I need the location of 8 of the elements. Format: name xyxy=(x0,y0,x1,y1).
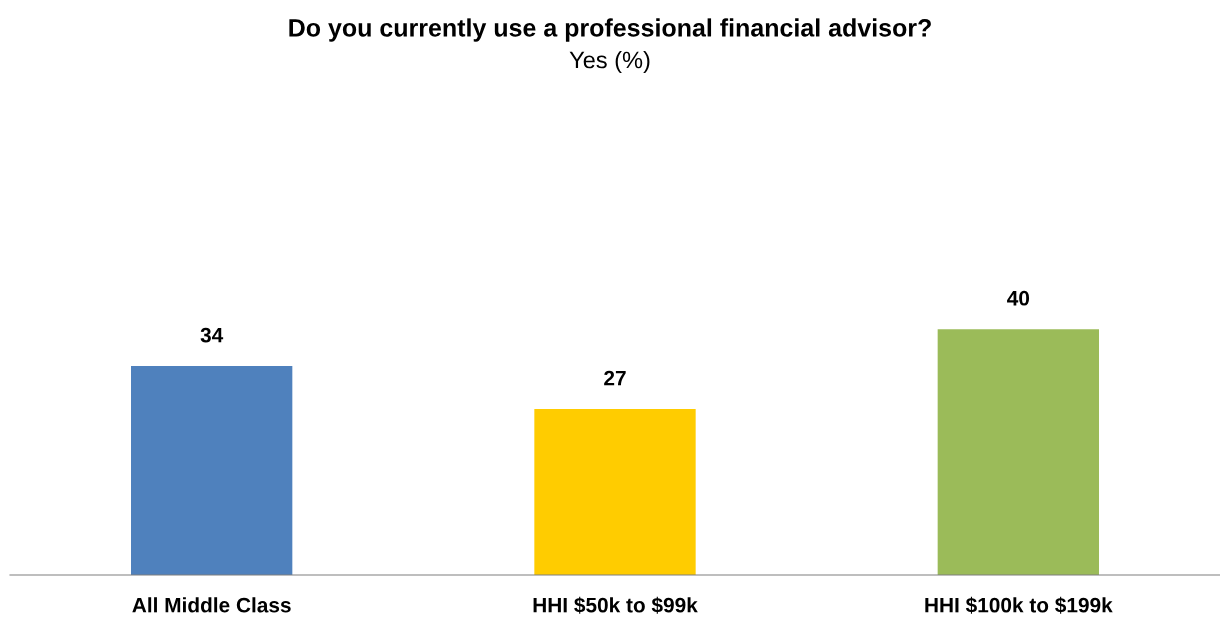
x-tick-label: All Middle Class xyxy=(132,597,291,613)
chart-title: Do you currently use a professional financial advisor? xyxy=(289,18,931,42)
data-label: 40 xyxy=(1007,290,1030,306)
chart-subtitle: Yes (%) xyxy=(569,51,650,73)
data-label: 27 xyxy=(604,370,626,386)
x-tick-label: HHI $50k to $99k xyxy=(533,596,698,614)
data-label: 34 xyxy=(200,327,224,343)
x-tick-label: HHI $100k to $199k xyxy=(925,596,1113,614)
